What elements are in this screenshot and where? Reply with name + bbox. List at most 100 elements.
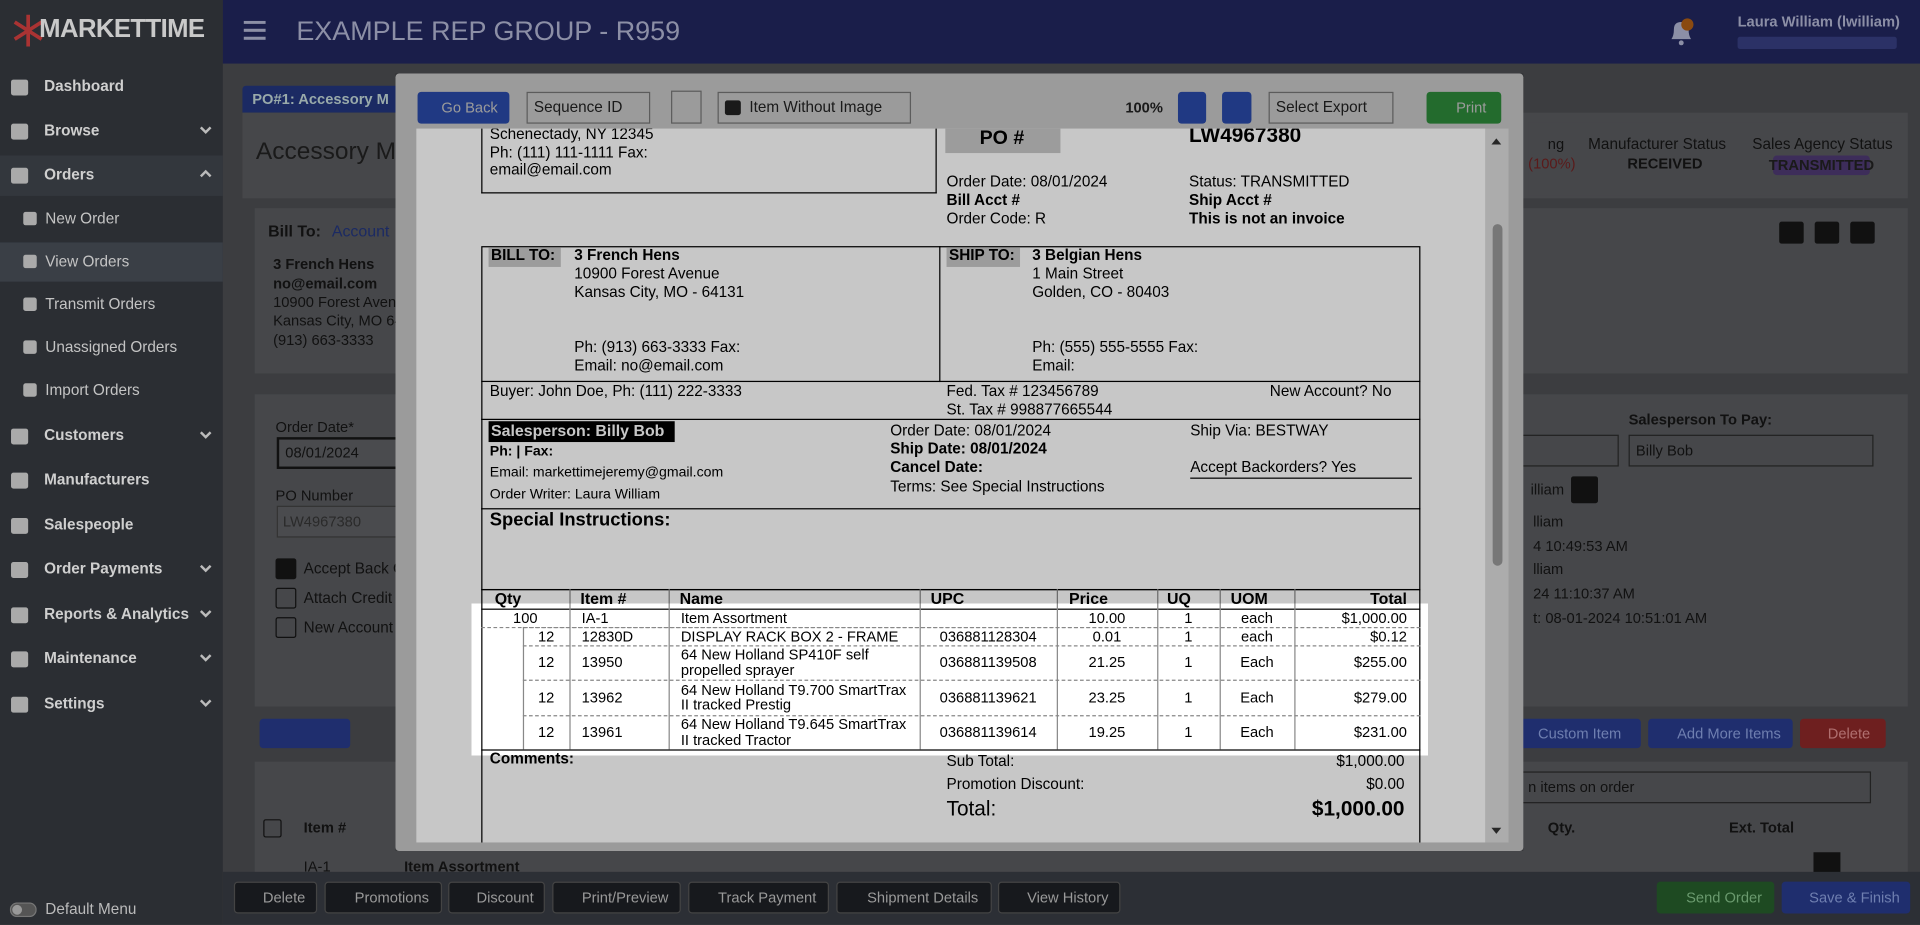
zoom-out[interactable] [1222,91,1252,124]
menu-item[interactable]: Manufacturers [44,470,150,488]
footer-button[interactable]: Discount [448,881,545,914]
checkbox-label[interactable]: Accept Back O [303,560,405,578]
scroll-arrows[interactable] [1489,135,1504,839]
footer-button[interactable]: Print/Preview [552,881,681,914]
select-value[interactable]: Sequence ID [533,98,623,116]
save-finish-button[interactable]: Save & Finish [1781,881,1911,914]
item-cell: 12 [537,688,555,706]
indent-rule [522,626,525,750]
zoom-in[interactable] [1177,91,1207,124]
checkbox-label[interactable]: Attach Credit A [303,589,406,607]
custom-item-button[interactable]: Custom Item [1518,718,1641,749]
checkbox[interactable] [275,587,297,609]
menu-item[interactable]: New Order [45,210,120,228]
checkbox[interactable] [275,617,297,638]
tab-label[interactable]: PO#1: Accessory M [252,90,389,108]
date-info: Ship Date: 08/01/2024 [890,440,1047,458]
icon-button[interactable] [1814,221,1840,244]
table-border [481,588,1421,751]
menu-item[interactable]: Dashboard [44,77,125,95]
active-item [0,242,223,282]
po-label-bg [945,128,1061,154]
item-cell: 036881139614 [939,723,1037,741]
buyer: Buyer: John Doe, Ph: (111) 222-3333 [489,382,742,400]
image-filter-select[interactable] [717,91,912,124]
scroll-thumb[interactable] [1492,224,1503,566]
vendor-line: Ph: (111) 111-1111 Fax: [489,143,648,162]
select-value[interactable]: Item Without Image [749,98,883,116]
send-order-button[interactable]: Send Order [1656,881,1775,914]
hamburger[interactable] [243,20,266,41]
checkbox-label[interactable]: New Account T [303,618,407,637]
default-menu[interactable]: Default Menu [45,900,137,918]
edit-button[interactable] [1571,476,1598,504]
export-select[interactable] [1268,91,1394,124]
chevron[interactable] [199,653,212,663]
menu-item[interactable]: Unassigned Orders [45,338,178,356]
select-value[interactable]: Billy Bob [1635,441,1694,459]
order-writer: Order Writer: Laura William [489,487,661,503]
menu-item[interactable]: Reports & Analytics [44,605,189,623]
item-cell: Each [1240,653,1274,671]
item-cell: 1 [1184,627,1193,645]
mfr-status: RECEIVED [1627,155,1703,173]
menu-item[interactable]: Settings [44,694,105,713]
chevron[interactable] [199,169,212,179]
column-header: Item # [580,589,627,608]
menu-item[interactable]: Salespeople [44,516,134,534]
column-header: Total [1370,589,1407,608]
column-rule [569,588,571,750]
print-button[interactable]: Print [1426,91,1502,124]
input-value[interactable]: LW4967380 [282,512,362,530]
menu-item[interactable]: Browse [44,121,100,139]
footer-button[interactable]: View History [997,881,1121,914]
checkbox-checked[interactable] [275,558,297,580]
checkbox[interactable] [263,819,282,838]
add-items-button[interactable]: Add More Items [1648,718,1793,749]
menu-item[interactable]: View Orders [45,252,130,271]
menu-item[interactable]: Customers [44,426,125,444]
view-toggle[interactable] [259,718,351,749]
select-value[interactable]: Select Export [1275,98,1367,116]
row-name: Item Assortment [404,858,520,876]
toggle[interactable] [9,902,37,918]
bell[interactable] [1668,17,1695,46]
chevron[interactable] [199,563,212,573]
menu-item[interactable]: Maintenance [44,649,137,667]
special-instructions: Special Instructions: [489,509,671,531]
item-cell: $1,000.00 [1341,608,1407,627]
sort-button[interactable] [671,90,702,124]
label: Salesperson To Pay: [1628,411,1773,429]
input-value[interactable]: 08/01/2024 [285,444,359,462]
footer-button[interactable]: Track Payment [688,881,829,914]
bill-line: (913) 663-3333 [273,331,374,349]
chevron[interactable] [199,609,212,619]
column-header: Qty. [1547,818,1576,837]
menu-item[interactable]: Order Payments [44,560,163,578]
footer-button[interactable]: Delete [233,881,318,914]
column-header: UPC [930,589,965,608]
user-name[interactable]: Laura William (lwilliam) [1737,13,1900,31]
chevron[interactable] [199,125,212,135]
delete-button[interactable]: Delete [1800,718,1886,749]
select[interactable] [1518,434,1619,467]
icon-button[interactable] [1850,221,1875,244]
go-back-button[interactable]: Go Back [417,91,510,124]
footer-button[interactable]: Promotions [324,881,443,914]
chevron[interactable] [199,430,212,440]
search-placeholder[interactable]: n items on order [1528,778,1635,796]
menu-item[interactable]: Orders [44,165,95,184]
account-link[interactable]: Account [331,221,390,241]
column-header: Name [679,589,723,608]
item-cell: 036881139508 [939,653,1037,671]
select[interactable] [1628,434,1874,467]
footer-button[interactable]: Shipment Details [836,881,992,914]
menu-item[interactable]: Transmit Orders [45,295,156,313]
chevron[interactable] [199,698,212,708]
bill-to-email: Email: no@email.com [574,356,724,375]
menu-item[interactable]: Import Orders [45,381,140,399]
sequence-select[interactable] [526,91,651,124]
st-tax: St. Tax # 998877665544 [946,401,1113,419]
icon-button[interactable] [1779,221,1804,244]
tab[interactable] [242,85,414,113]
